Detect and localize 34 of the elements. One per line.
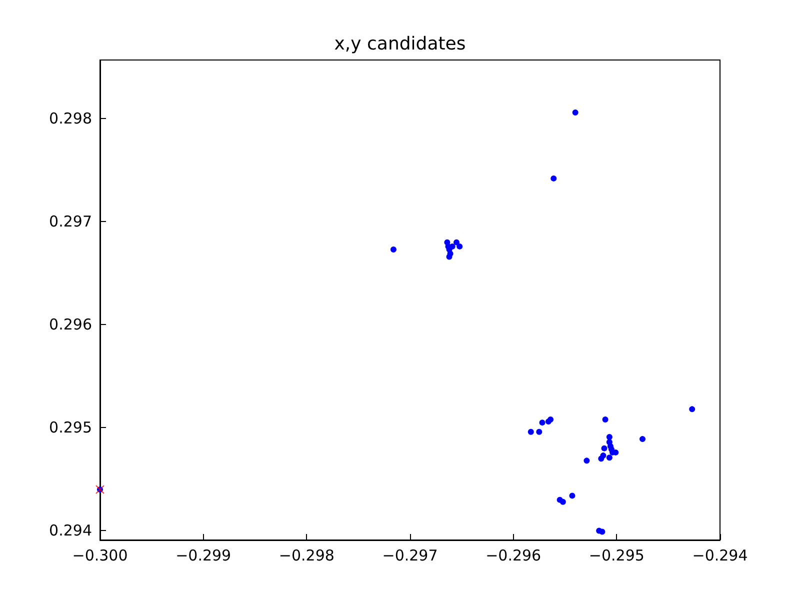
x-tick-label: −0.296 [486,546,542,564]
x-tick-label: −0.294 [692,546,748,564]
chart-title: x,y candidates [334,34,466,54]
point [569,492,576,499]
point [390,246,396,253]
point [560,498,566,505]
point [601,445,608,452]
y-tick-label: 0.297 [49,212,92,231]
x-tick-label: −0.300 [72,546,128,564]
point [548,416,554,422]
x-tick-label: −0.299 [176,546,232,564]
x-tick-label: −0.298 [278,546,334,564]
point [584,458,590,464]
point [598,456,604,462]
point [456,243,463,250]
y-tick-label: 0.296 [49,316,92,334]
x-tick-label: −0.295 [588,546,644,564]
point [539,420,546,426]
y-tick-label: 0.295 [49,418,92,437]
point [689,406,696,412]
point [572,110,578,116]
point [536,428,542,435]
point [550,175,557,182]
y-tick-label: 0.294 [49,522,92,540]
point [528,428,534,435]
point [606,434,612,440]
x-tick-label: −0.297 [382,546,438,564]
point [602,416,608,422]
point [640,436,646,442]
point [454,239,460,246]
point [446,254,452,260]
y-tick-label: 0.298 [49,110,92,128]
point [599,528,606,535]
point [606,454,612,461]
